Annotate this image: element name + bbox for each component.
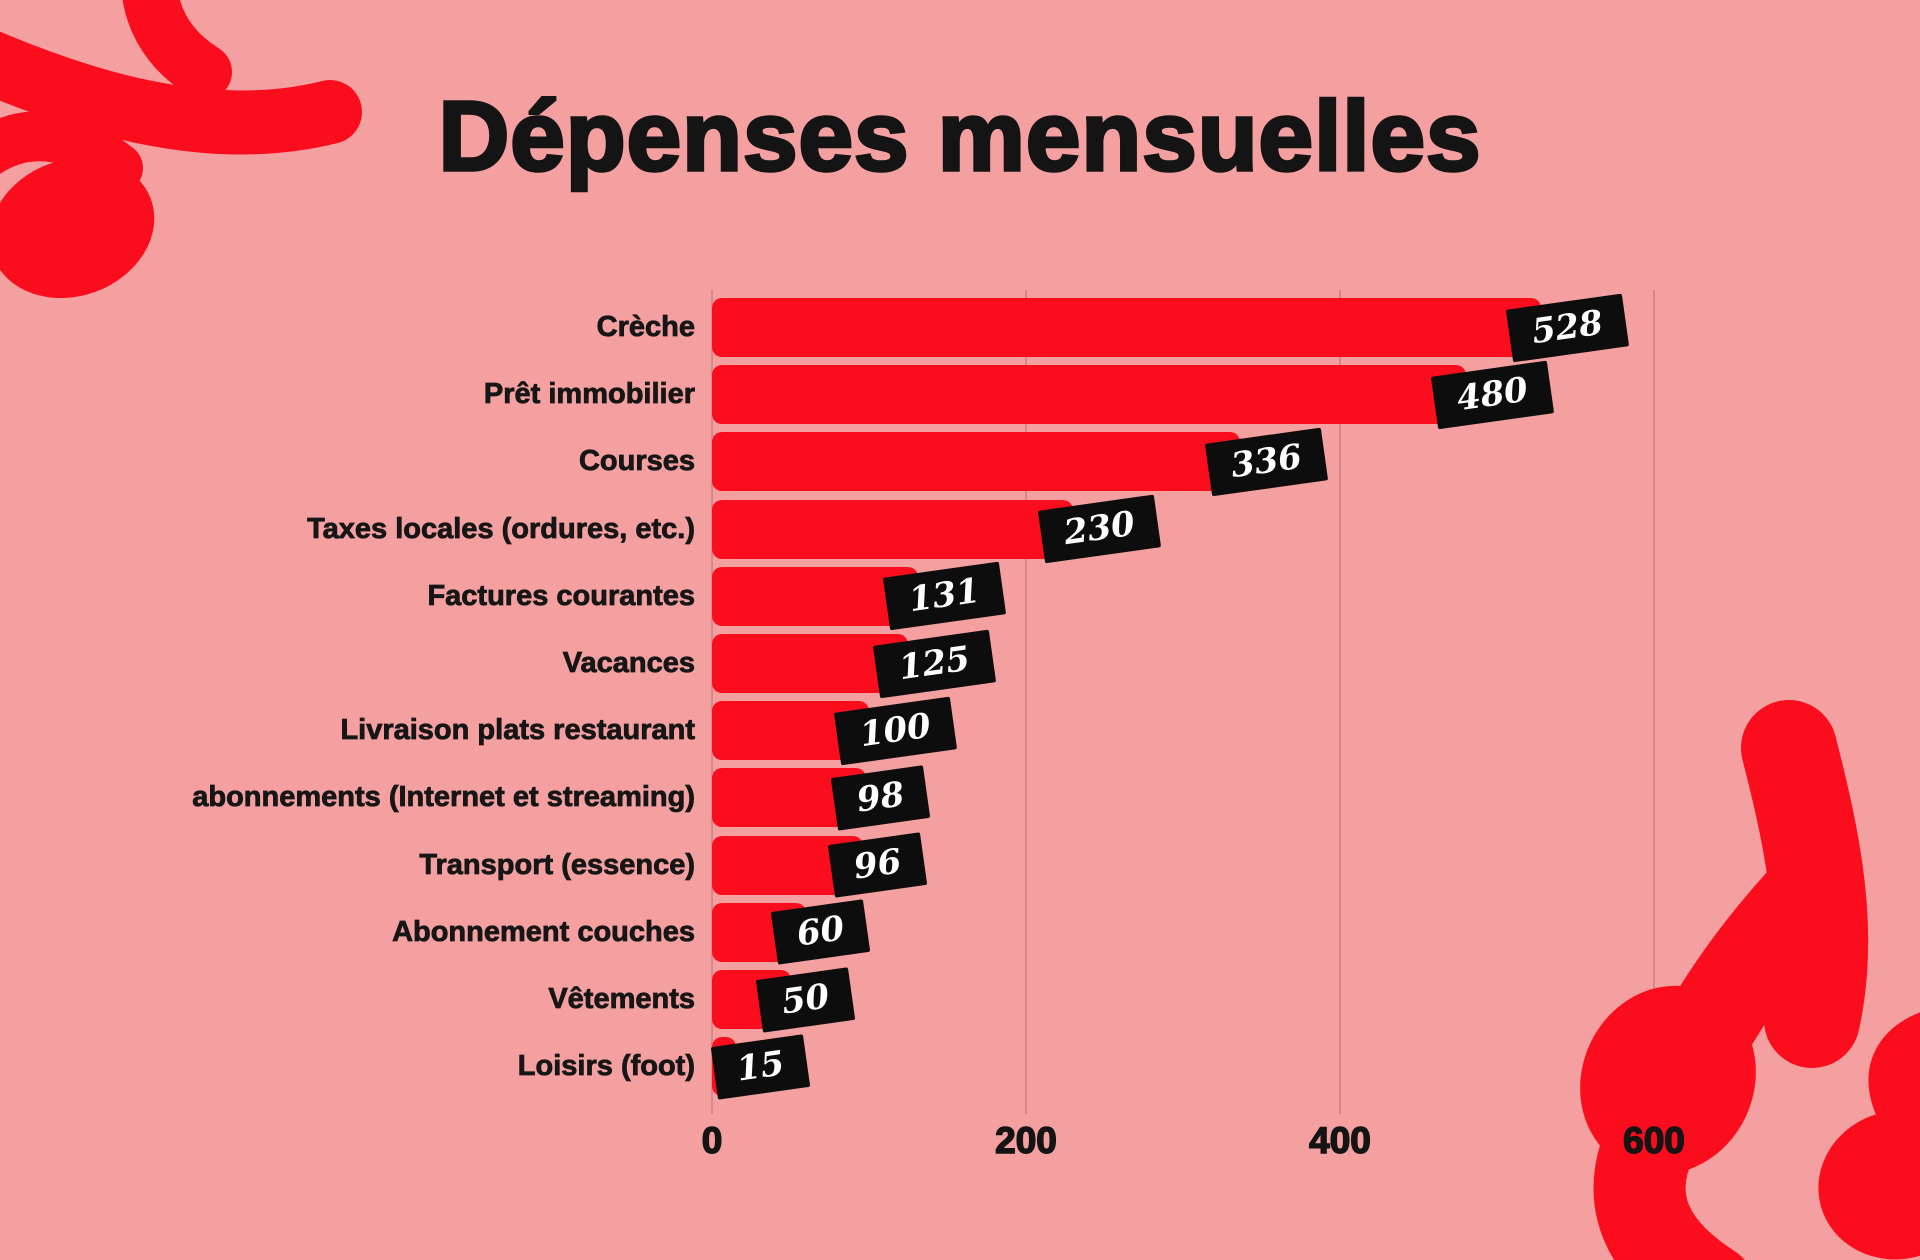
category-label: Livraison plats restaurant (340, 714, 695, 747)
chart-title: Dépenses mensuelles (437, 79, 1483, 193)
category-label: Taxes locales (ordures, etc.) (307, 512, 696, 545)
gridline (711, 290, 713, 1114)
bar (712, 298, 1541, 357)
axis-tick-label: 600 (1622, 1119, 1685, 1162)
category-label: Factures courantes (427, 579, 695, 612)
axis-tick-label: 200 (994, 1119, 1057, 1162)
category-label: Prêt immobilier (483, 378, 695, 411)
axis-tick-label: 0 (701, 1119, 723, 1162)
gridline (1653, 290, 1655, 1114)
category-label: Loisirs (foot) (517, 1050, 695, 1083)
category-label: Vacances (562, 647, 695, 680)
bar (712, 365, 1466, 425)
gridline (1339, 290, 1341, 1114)
bar (712, 432, 1240, 492)
value-badge: 60 (770, 899, 871, 966)
bar (712, 499, 1073, 559)
category-label: Crèche (596, 311, 695, 344)
axis-tick-label: 400 (1308, 1119, 1371, 1162)
category-label: Vêtements (548, 983, 695, 1016)
category-label: Courses (578, 445, 696, 478)
category-label: Transport (essence) (419, 848, 695, 881)
category-label: abonnements (Internet et streaming) (192, 781, 696, 814)
gridline (1025, 290, 1027, 1114)
value-badge: 96 (827, 832, 928, 898)
category-label: Abonnement couches (392, 915, 696, 948)
